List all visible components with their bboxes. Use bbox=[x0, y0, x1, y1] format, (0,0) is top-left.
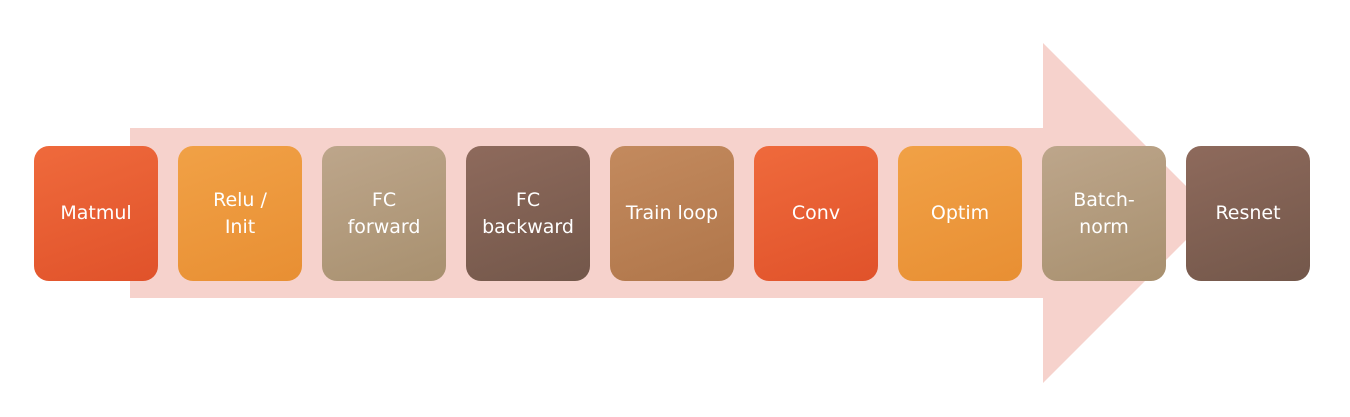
step-batchnorm: Batch- norm bbox=[1042, 146, 1166, 281]
step-train-loop: Train loop bbox=[610, 146, 734, 281]
step-relu-init: Relu / Init bbox=[178, 146, 302, 281]
step-optim: Optim bbox=[898, 146, 1022, 281]
step-resnet: Resnet bbox=[1186, 146, 1310, 281]
step-fc-backward: FC backward bbox=[466, 146, 590, 281]
step-conv: Conv bbox=[754, 146, 878, 281]
step-matmul: Matmul bbox=[34, 146, 158, 281]
step-fc-forward: FC forward bbox=[322, 146, 446, 281]
